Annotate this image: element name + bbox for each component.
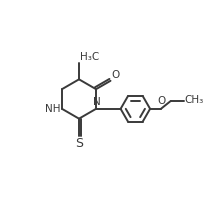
- Text: CH₃: CH₃: [184, 95, 204, 105]
- Text: N: N: [93, 97, 100, 107]
- Text: H₃C: H₃C: [80, 52, 99, 62]
- Text: NH: NH: [45, 104, 60, 114]
- Text: O: O: [112, 70, 120, 80]
- Text: S: S: [75, 137, 83, 150]
- Text: O: O: [157, 96, 165, 107]
